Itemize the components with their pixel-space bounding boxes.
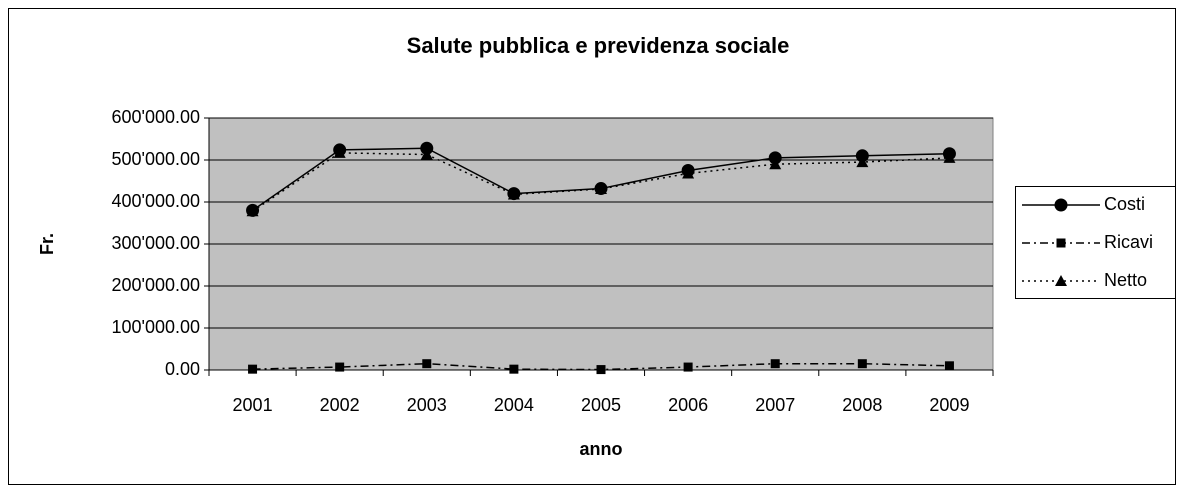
point [507,188,520,200]
x-tick-label: 2006 [668,395,708,415]
point [768,151,782,165]
y-tick-label: 300'000.00 [111,233,200,253]
legend-marker [1056,238,1066,248]
x-tick-label: 2008 [842,395,882,415]
point [596,365,606,375]
point [422,359,432,369]
x-tick-label: 2003 [407,395,447,415]
point [943,151,956,163]
point [770,359,780,369]
legend-marker [1055,275,1067,286]
series-line [252,152,950,212]
point [857,359,867,369]
point [683,362,693,372]
y-tick-label: 400'000.00 [111,191,200,211]
point [509,364,519,374]
x-tick-label: 2001 [233,395,273,415]
point [246,205,259,217]
y-tick-label: 100'000.00 [111,317,200,337]
point [682,167,695,179]
y-tick-label: 500'000.00 [111,149,200,169]
x-tick-label: 2007 [755,395,795,415]
x-tick-label: 2005 [581,395,621,415]
legend-label: Ricavi [1104,232,1153,252]
x-tick-label: 2002 [320,395,360,415]
chart-title: Salute pubblica e previdenza sociale [407,33,790,58]
x-tick-label: 2009 [929,395,969,415]
x-tick-label: 2004 [494,395,534,415]
point [420,148,433,160]
legend-label: Costi [1104,194,1145,214]
point [248,364,258,374]
point [856,156,869,168]
point [769,158,782,170]
y-tick-label: 200'000.00 [111,275,200,295]
point [420,141,434,155]
legend-marker [1054,198,1068,212]
y-tick-label: 0.00 [165,359,200,379]
point [335,362,345,372]
y-tick-label: 600'000.00 [111,107,200,127]
y-axis-label: Fr. [37,233,57,255]
legend-label: Netto [1104,270,1147,290]
point [595,182,607,194]
point [944,361,954,371]
x-axis-label: anno [580,439,623,459]
point [333,146,346,158]
point [855,149,869,163]
